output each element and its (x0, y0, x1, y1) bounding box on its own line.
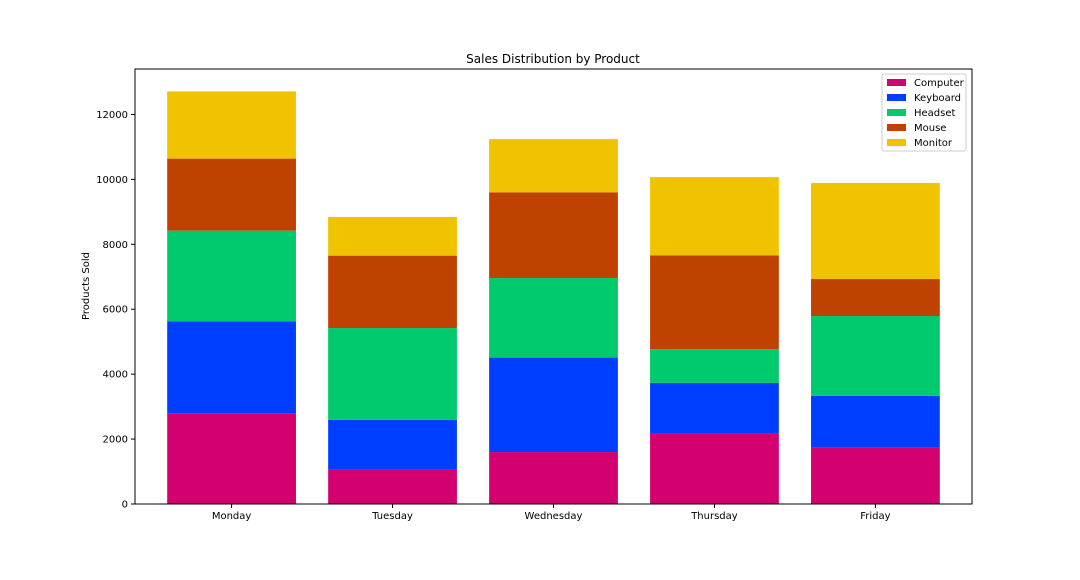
bar-keyboard-friday (811, 395, 940, 448)
bar-keyboard-thursday (650, 382, 779, 434)
x-tick-label-tuesday: Tuesday (371, 511, 413, 522)
y-tick-label: 8000 (103, 240, 128, 251)
legend-label-keyboard: Keyboard (914, 93, 961, 104)
y-tick-label: 10000 (96, 175, 128, 186)
x-tick-label-thursday: Thursday (690, 511, 738, 522)
bar-monitor-friday (811, 182, 940, 280)
bar-headset-friday (811, 316, 940, 396)
bar-computer-thursday (650, 433, 779, 504)
y-tick-label: 2000 (103, 435, 128, 446)
bar-headset-thursday (650, 349, 779, 383)
legend-box (881, 73, 967, 152)
bar-mouse-thursday (650, 255, 779, 350)
bar-mouse-friday (811, 279, 940, 317)
legend-label-mouse: Mouse (914, 123, 946, 134)
bar-mouse-wednesday (489, 192, 618, 279)
x-tick-label-wednesday: Wednesday (525, 511, 583, 522)
bar-monitor-thursday (650, 177, 779, 256)
bar-computer-wednesday (489, 452, 618, 504)
bar-keyboard-tuesday (328, 419, 457, 470)
x-tick-label-friday: Friday (860, 511, 890, 522)
y-tick-label: 0 (122, 500, 128, 511)
legend-swatch-monitor (887, 139, 906, 146)
bar-headset-tuesday (328, 328, 457, 420)
y-tick-label: 4000 (103, 370, 128, 381)
bar-computer-monday (167, 413, 296, 504)
bar-headset-wednesday (489, 278, 618, 358)
bar-monitor-tuesday (328, 217, 457, 256)
legend-swatch-keyboard (887, 94, 906, 101)
bar-mouse-monday (167, 158, 296, 231)
x-tick-label-monday: Monday (212, 511, 252, 522)
bar-keyboard-wednesday (489, 357, 618, 453)
y-axis-title: Products Sold (81, 252, 92, 320)
y-axis: 0 2000 4000 6000 8000 10000 12000 (96, 110, 135, 511)
legend-label-monitor: Monitor (914, 138, 953, 149)
chart-title: Sales Distribution by Product (466, 52, 640, 66)
legend-swatch-headset (887, 109, 906, 116)
x-axis: Monday Tuesday Wednesday Thursday Friday (212, 504, 891, 522)
bar-monitor-wednesday (489, 139, 618, 193)
bar-computer-tuesday (328, 469, 457, 504)
legend: Computer Keyboard Headset Mouse Monitor (881, 73, 967, 152)
legend-label-computer: Computer (914, 78, 965, 89)
legend-swatch-mouse (887, 124, 906, 131)
legend-swatch-computer (887, 79, 906, 86)
y-tick-label: 6000 (103, 305, 128, 316)
bars-layer (167, 91, 940, 504)
bar-computer-friday (811, 447, 940, 504)
bar-monitor-monday (167, 91, 296, 159)
bar-mouse-tuesday (328, 255, 457, 329)
y-tick-label: 12000 (96, 110, 128, 121)
bar-keyboard-monday (167, 321, 296, 414)
bar-headset-monday (167, 230, 296, 322)
legend-label-headset: Headset (914, 108, 956, 119)
